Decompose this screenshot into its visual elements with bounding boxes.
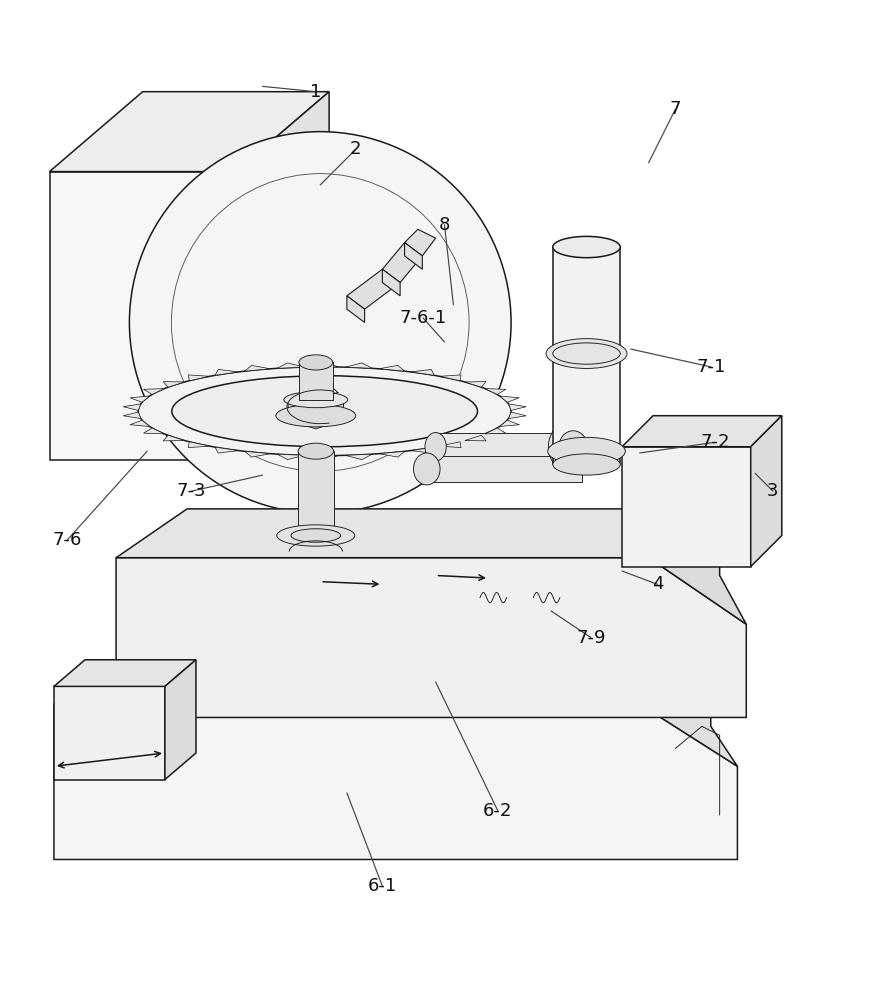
Ellipse shape [298, 443, 333, 459]
Text: 7-9: 7-9 [576, 629, 605, 647]
Ellipse shape [299, 355, 332, 370]
Ellipse shape [413, 453, 440, 485]
Polygon shape [164, 660, 196, 780]
Polygon shape [130, 420, 149, 427]
Polygon shape [345, 454, 372, 460]
Polygon shape [404, 229, 436, 256]
Text: 8: 8 [439, 216, 450, 234]
Polygon shape [54, 686, 164, 780]
Text: 7-2: 7-2 [701, 433, 730, 451]
Polygon shape [411, 447, 434, 453]
Ellipse shape [546, 339, 627, 368]
Polygon shape [750, 416, 781, 567]
Polygon shape [347, 296, 364, 322]
Polygon shape [347, 269, 400, 309]
Polygon shape [298, 451, 333, 544]
Text: 1: 1 [310, 83, 322, 101]
Polygon shape [345, 363, 372, 368]
Text: 3: 3 [767, 482, 779, 500]
Polygon shape [382, 269, 400, 296]
Polygon shape [440, 442, 461, 448]
Polygon shape [50, 92, 329, 172]
Polygon shape [411, 369, 434, 375]
Ellipse shape [172, 376, 477, 447]
Polygon shape [622, 416, 781, 447]
Polygon shape [379, 365, 404, 371]
Polygon shape [244, 451, 270, 457]
Polygon shape [116, 558, 746, 717]
Ellipse shape [276, 404, 356, 427]
Ellipse shape [284, 392, 348, 408]
Polygon shape [244, 365, 270, 371]
Polygon shape [500, 396, 519, 402]
Text: 4: 4 [652, 575, 663, 593]
Polygon shape [188, 442, 210, 448]
Polygon shape [640, 660, 737, 766]
Ellipse shape [559, 431, 588, 463]
Polygon shape [465, 382, 486, 387]
Ellipse shape [567, 433, 589, 461]
Polygon shape [404, 243, 422, 269]
Polygon shape [277, 454, 304, 460]
Polygon shape [382, 243, 422, 283]
Polygon shape [500, 420, 519, 427]
Text: 6-1: 6-1 [368, 877, 397, 895]
Polygon shape [485, 389, 506, 394]
Polygon shape [622, 447, 750, 567]
Polygon shape [143, 389, 164, 394]
Text: 7-3: 7-3 [177, 482, 206, 500]
Polygon shape [116, 509, 720, 558]
Text: 2: 2 [350, 140, 362, 158]
Polygon shape [509, 404, 526, 410]
Ellipse shape [553, 236, 621, 258]
Circle shape [130, 132, 511, 513]
Ellipse shape [276, 525, 355, 546]
Text: 7: 7 [669, 100, 681, 118]
Polygon shape [299, 362, 332, 400]
Polygon shape [164, 382, 185, 387]
Text: 7-1: 7-1 [696, 358, 725, 376]
Polygon shape [553, 247, 621, 464]
Polygon shape [143, 428, 164, 434]
Polygon shape [215, 447, 238, 453]
Ellipse shape [425, 433, 446, 461]
Polygon shape [277, 363, 304, 368]
Polygon shape [440, 375, 461, 381]
Ellipse shape [549, 420, 598, 473]
Polygon shape [236, 92, 329, 460]
Polygon shape [215, 369, 238, 375]
Polygon shape [465, 435, 486, 441]
Polygon shape [436, 433, 578, 461]
Polygon shape [288, 394, 343, 429]
Ellipse shape [139, 367, 511, 456]
Ellipse shape [548, 437, 625, 465]
Polygon shape [311, 362, 339, 367]
Polygon shape [124, 404, 140, 410]
Polygon shape [54, 660, 711, 704]
Polygon shape [54, 704, 737, 859]
Polygon shape [130, 396, 149, 402]
Polygon shape [379, 451, 404, 457]
Polygon shape [54, 660, 196, 686]
Polygon shape [164, 435, 185, 441]
Polygon shape [509, 412, 526, 419]
Polygon shape [124, 412, 140, 419]
Polygon shape [188, 375, 210, 381]
Text: 6-2: 6-2 [483, 802, 512, 820]
Text: 7-6: 7-6 [52, 531, 82, 549]
Polygon shape [485, 428, 506, 434]
Text: 7-6-1: 7-6-1 [399, 309, 447, 327]
Polygon shape [427, 456, 582, 482]
Polygon shape [649, 509, 746, 624]
Ellipse shape [553, 454, 621, 475]
Polygon shape [311, 455, 339, 460]
Ellipse shape [291, 529, 340, 542]
Polygon shape [50, 172, 236, 460]
